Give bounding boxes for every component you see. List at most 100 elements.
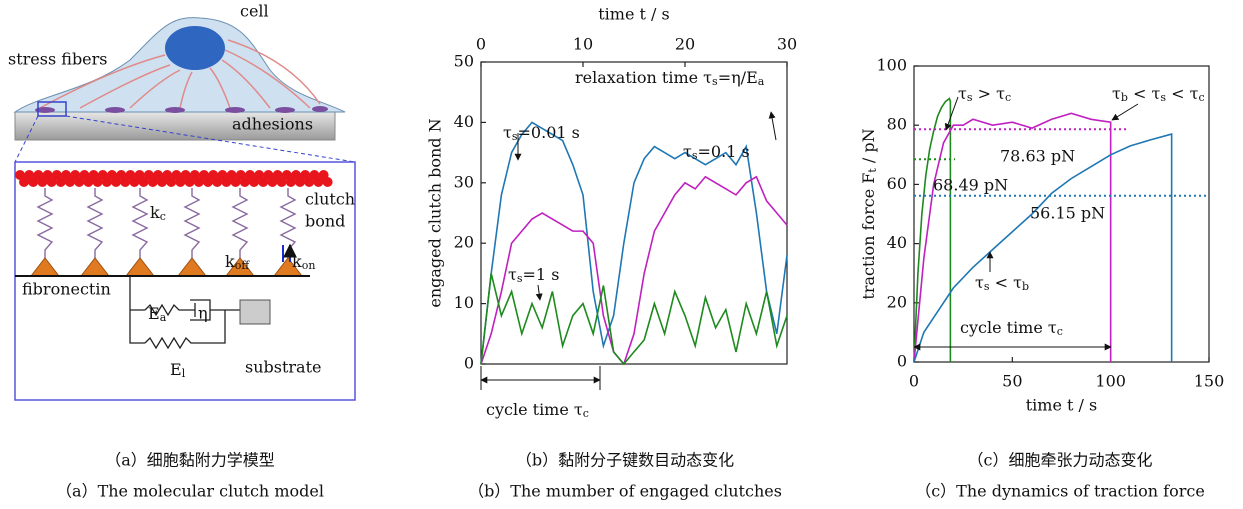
y-tick-label: 60 [887,174,907,193]
adhesion-spots [35,106,328,113]
subscript: s [512,130,518,143]
spring [231,188,249,258]
text-part: < τ [990,273,1023,292]
actin-bead [285,177,296,187]
x-tick-label: 20 [675,35,695,54]
actin-bead [120,177,131,187]
actin-bead [138,177,149,187]
actin-bead [55,177,66,187]
caption: （a）细胞黏附力学模型 [105,451,275,470]
x-tick-label: 0 [476,35,486,54]
text-part: E [170,360,182,379]
spring [36,188,54,258]
y-axis-label: traction force Ft / pN [859,128,880,299]
series-line [480,121,788,365]
substrate-model [129,276,240,350]
text-part: =0.1 s [698,142,750,161]
diagram-label: clutch [305,190,355,209]
subscript: s [692,149,698,162]
zoom-lines [14,115,356,163]
spring [86,188,104,258]
annotation: cycle time τc [960,318,1063,339]
text-part: > τ [973,84,1006,103]
text-part: < τ [1128,84,1161,103]
reference-label: 78.63 pN [1000,147,1075,166]
actin-bead [37,177,48,187]
y-tick-label: 40 [887,233,907,252]
diagram-label: cell [240,2,269,21]
text-part: τ [958,84,967,103]
actin-bead [322,177,333,187]
actin-bead [129,177,140,187]
actin-bead [111,177,121,187]
x-tick-label: 100 [1095,372,1126,391]
diagram-label: fibronectin [22,280,111,299]
subscript: s [517,272,523,285]
diagram-label: kon [292,252,315,273]
actin-bead [157,177,167,187]
y-tick-label: 80 [887,115,907,134]
actin-bead [101,177,112,187]
subscript: c [1005,91,1011,104]
actin-bead [65,177,75,187]
text-part: traction force F [859,173,878,300]
substrate-box [239,299,271,325]
x-tick-label: 30 [777,35,797,54]
subscript: s [967,91,973,104]
subscript: s [712,75,718,88]
text-part: =1 s [523,265,560,284]
actin-bead [313,177,324,187]
y-tick-label: 20 [887,292,907,311]
actin-bead [19,177,29,187]
series-line [913,112,1112,363]
subscript: c [1198,91,1204,104]
subscript: s [984,280,990,293]
plot-frame [480,61,788,365]
annotation: τs < τb [975,273,1029,294]
text-part: τ [508,265,517,284]
caption: （b）The mumber of engaged clutches [468,482,782,501]
y-tick-label: 30 [454,172,474,191]
y-tick-label: 100 [876,56,907,75]
x-tick-label: 10 [573,35,593,54]
actin-bead [249,177,259,187]
actin-bead [166,177,177,187]
text-part: τ [1112,84,1121,103]
annotation-arrow [535,284,543,301]
annotation: cycle time τc [486,400,589,421]
text-part: k [292,252,302,271]
actin-bead [193,177,204,187]
series-line [480,273,788,366]
actin-bead [276,177,287,187]
cycle-time-bounds [480,366,601,390]
subscript: c [160,210,166,223]
annotation: relaxation time τs=η/Ea [575,68,765,89]
text-part: / pN [859,128,878,168]
x-axis-label: time t / s [598,5,669,24]
diagram-label: stress fibers [8,50,108,69]
annotation-arrow [768,111,777,141]
subscript: c [1057,325,1063,338]
actin-bead [239,177,250,187]
y-tick-label: 50 [454,52,474,71]
diagram-label: adhesions [232,115,313,134]
annotation-arrow [1111,103,1139,121]
caption: （c）The dynamics of traction force [915,482,1205,501]
text-part: relaxation time τ [575,68,712,87]
subscript: l [182,367,186,380]
x-tick-label: 0 [909,372,919,391]
actin-bead [184,177,195,187]
reference-label: 56.15 pN [1030,204,1105,223]
spring [131,188,149,258]
subscript: s [1160,91,1166,104]
y-axis-label: engaged clutch bond N [426,118,445,307]
caption: （a）The molecular clutch model [56,482,324,501]
actin-bead [212,177,223,187]
text-part: τ [683,142,692,161]
diagram-label: substrate [245,358,321,377]
x-axis-label: time t / s [1026,396,1097,415]
